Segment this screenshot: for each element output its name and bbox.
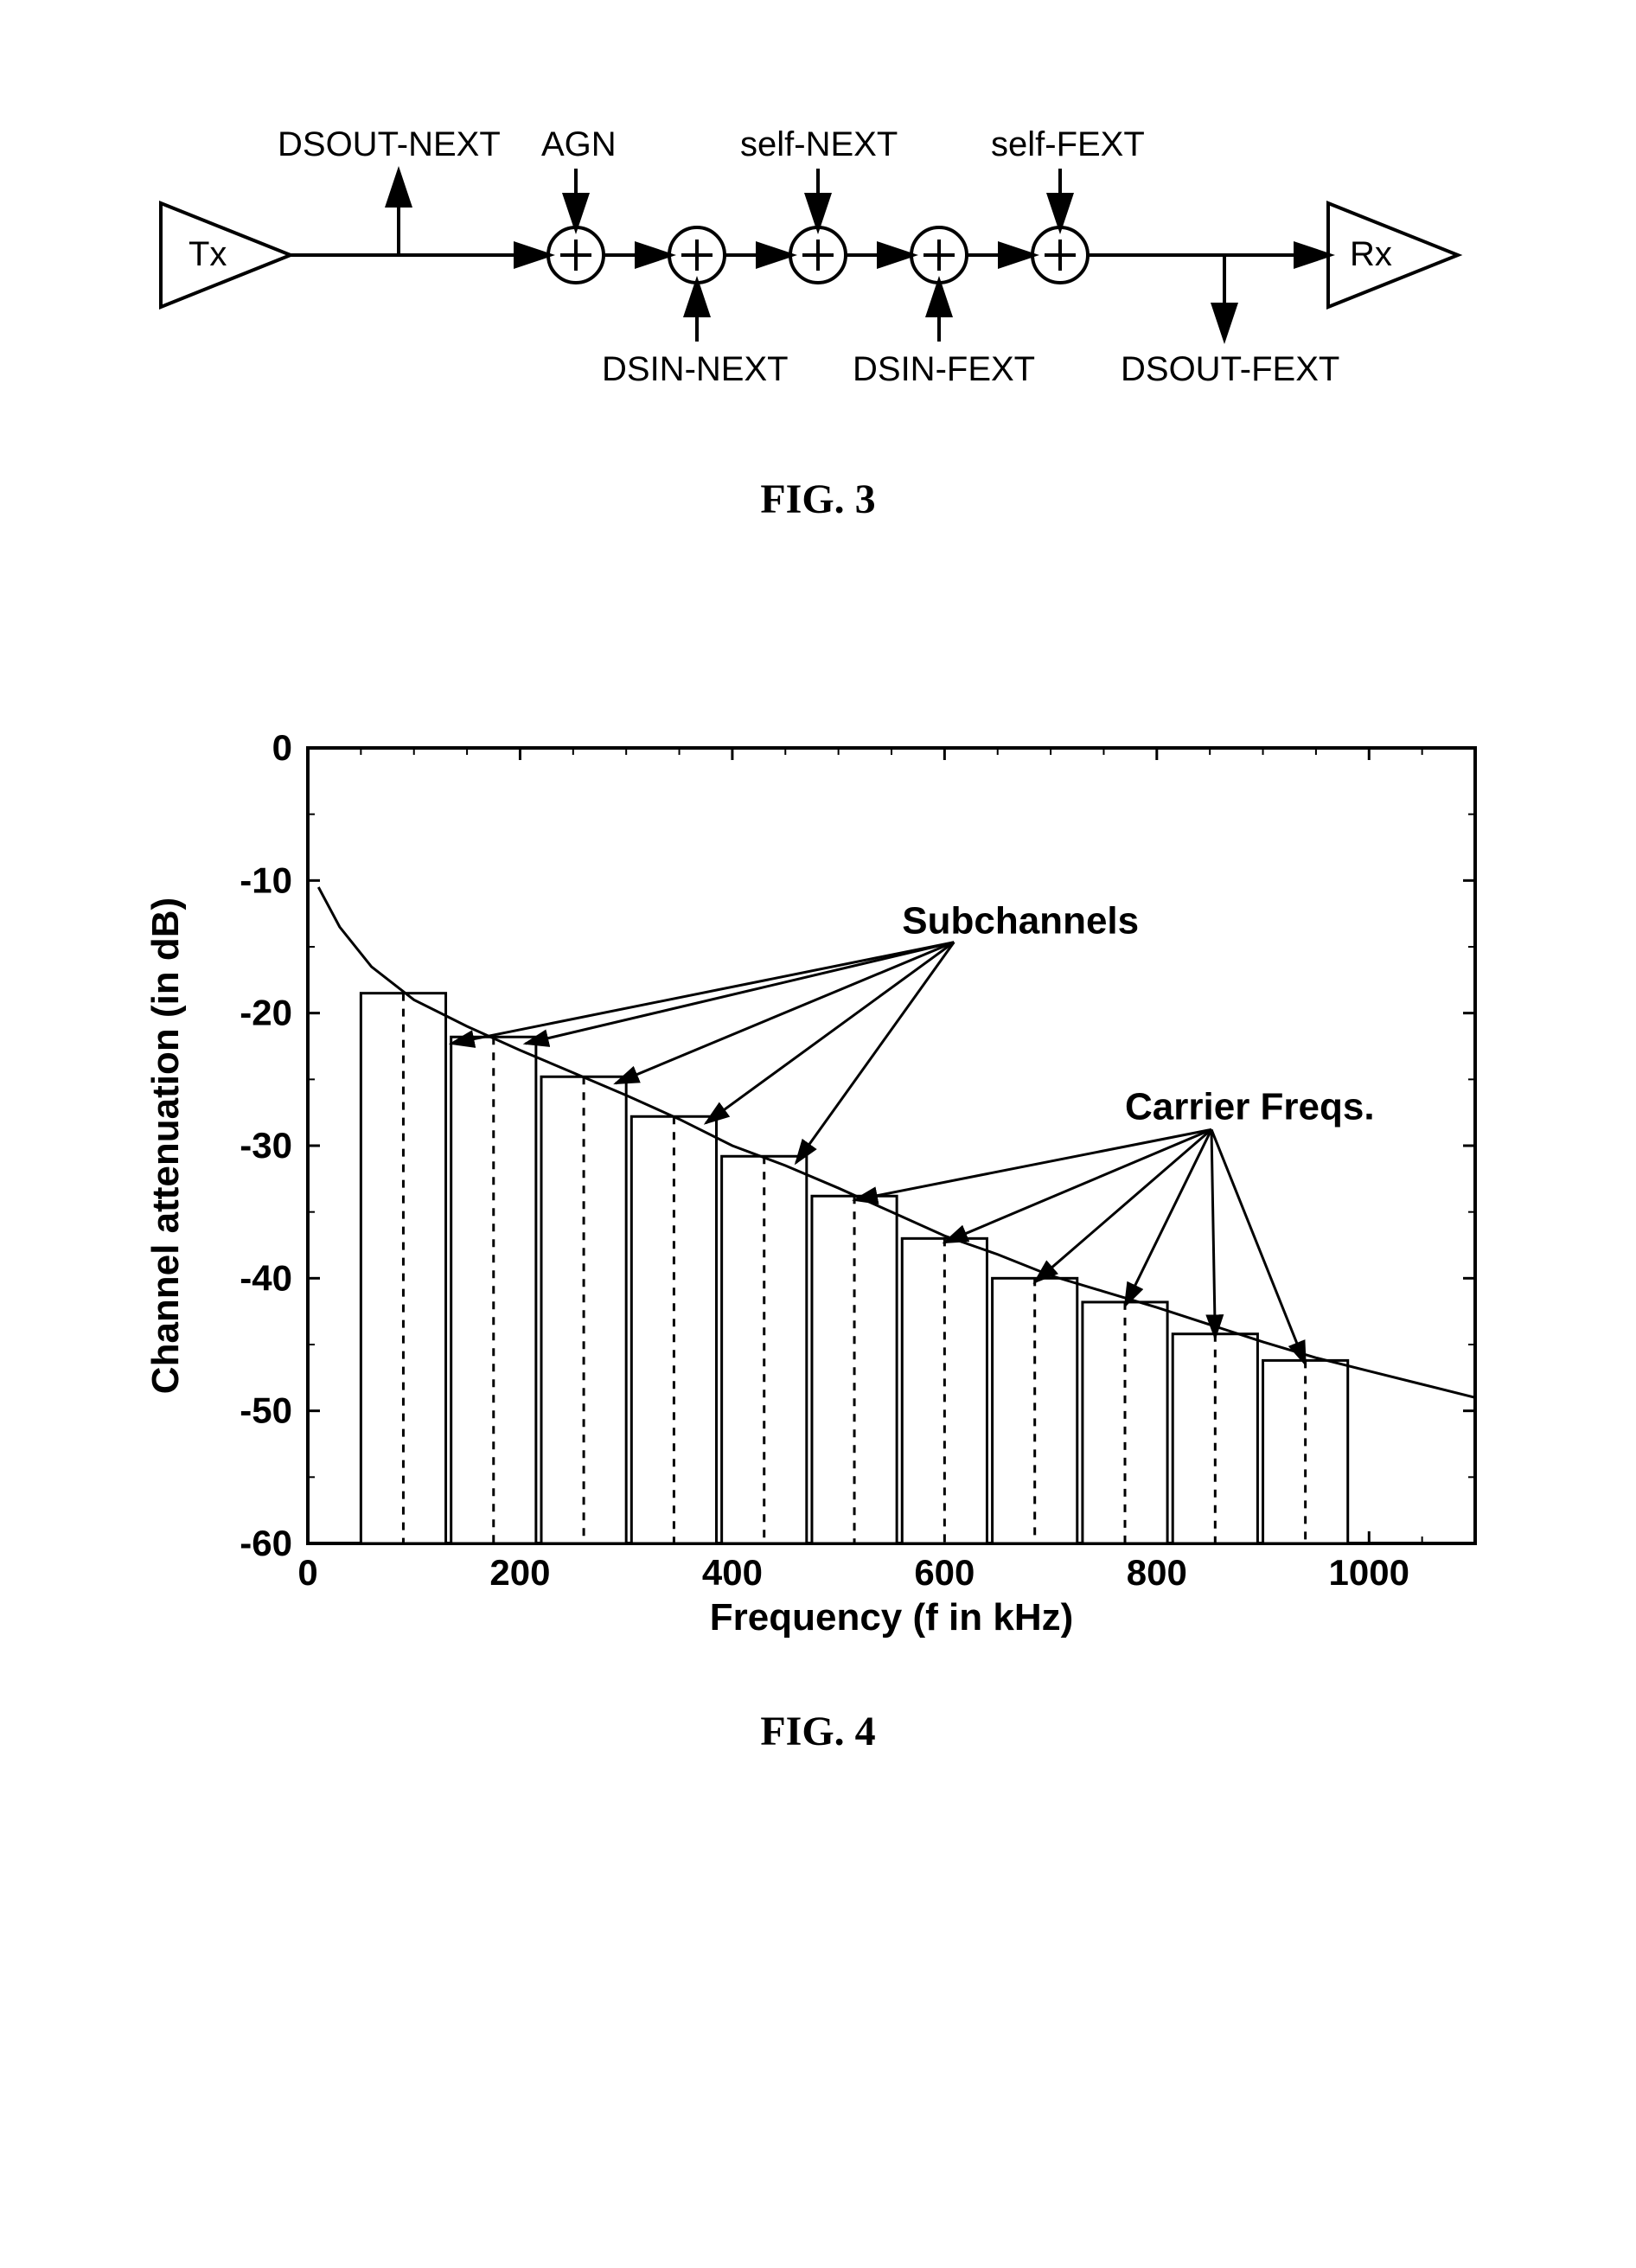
- svg-text:AGN: AGN: [541, 125, 617, 163]
- svg-text:-60: -60: [240, 1523, 292, 1563]
- fig4-caption: FIG. 4: [40, 1708, 1596, 1755]
- svg-text:-40: -40: [240, 1257, 292, 1298]
- figure-3: Tx Rx DSOUT-NEXT AGN self-NEXT self-FEXT DSIN-…: [40, 52, 1596, 523]
- svg-text:self-NEXT: self-NEXT: [740, 125, 898, 163]
- svg-text:Channel attenuation (in dB): Channel attenuation (in dB): [144, 898, 187, 1394]
- svg-text:800: 800: [1127, 1552, 1187, 1593]
- svg-text:-30: -30: [240, 1125, 292, 1166]
- svg-text:Subchannels: Subchannels: [902, 900, 1139, 942]
- svg-text:600: 600: [914, 1552, 975, 1593]
- svg-text:-50: -50: [240, 1390, 292, 1431]
- svg-text:-20: -20: [240, 993, 292, 1033]
- svg-text:Carrier Freqs.: Carrier Freqs.: [1125, 1085, 1375, 1128]
- svg-text:200: 200: [489, 1552, 550, 1593]
- figure-4: -60 -50 -40 -30 -20 -10 0 0 200 400 600 800 1000 Freq…: [40, 713, 1596, 1755]
- svg-text:1000: 1000: [1329, 1552, 1409, 1593]
- svg-text:Frequency (f in kHz): Frequency (f in kHz): [710, 1596, 1074, 1639]
- svg-text:self-FEXT: self-FEXT: [991, 125, 1145, 163]
- fig4-chart: -60 -50 -40 -30 -20 -10 0 0 200 400 600 800 1000 Freq…: [126, 713, 1510, 1664]
- svg-text:-10: -10: [240, 859, 292, 900]
- fig3-diagram: Tx Rx DSOUT-NEXT AGN self-NEXT self-FEXT DSIN-…: [40, 52, 1596, 450]
- svg-text:DSIN-NEXT: DSIN-NEXT: [602, 350, 789, 388]
- svg-text:0: 0: [272, 727, 292, 768]
- svg-text:DSOUT-NEXT: DSOUT-NEXT: [278, 125, 501, 163]
- svg-text:Tx: Tx: [189, 235, 227, 273]
- svg-text:0: 0: [297, 1552, 317, 1593]
- svg-text:400: 400: [702, 1552, 763, 1593]
- fig3-caption: FIG. 3: [40, 476, 1596, 523]
- svg-text:DSOUT-FEXT: DSOUT-FEXT: [1121, 350, 1339, 388]
- svg-text:Rx: Rx: [1350, 235, 1392, 273]
- svg-text:DSIN-FEXT: DSIN-FEXT: [853, 350, 1035, 388]
